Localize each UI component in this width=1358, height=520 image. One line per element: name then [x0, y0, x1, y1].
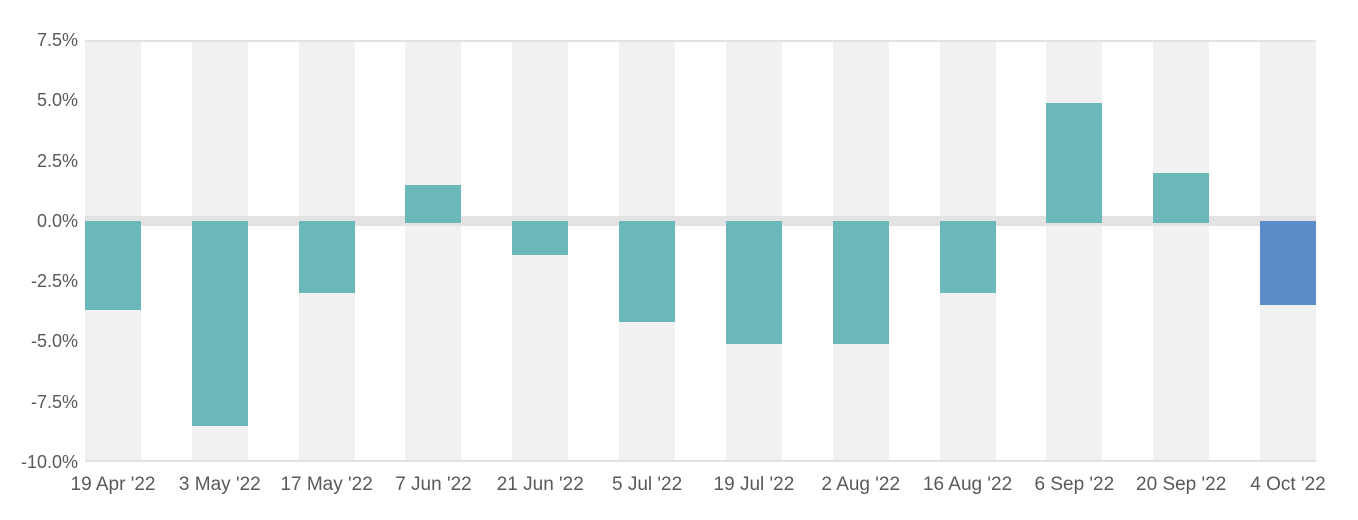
bar-16-aug-22[interactable] [939, 220, 996, 294]
category-stripe [1153, 40, 1210, 462]
bar-19-jul-22[interactable] [725, 220, 782, 344]
x-tick-label: 21 Jun '22 [496, 474, 584, 495]
plot-area [85, 40, 1316, 462]
x-tick-label: 5 Jul '22 [611, 474, 683, 495]
y-tick-label: -7.5% [30, 391, 78, 412]
bar-17-may-22[interactable] [298, 220, 355, 294]
x-tick-label: 16 Aug '22 [922, 474, 1013, 495]
x-tick-label: 7 Jun '22 [395, 474, 472, 495]
x-tick-label: 19 Jul '22 [713, 474, 795, 495]
bar-21-jun-22[interactable] [512, 220, 569, 255]
y-tick-label: -5.0% [30, 331, 78, 352]
bar-4-oct-22[interactable] [1260, 220, 1316, 306]
x-tick-label: 17 May '22 [280, 474, 373, 495]
gridline [85, 40, 1316, 42]
x-tick-label: 19 Apr '22 [70, 474, 156, 495]
bar-7-jun-22[interactable] [405, 184, 462, 223]
gridline [85, 460, 1316, 462]
x-tick-label: 20 Sep '22 [1136, 474, 1227, 495]
bar-20-sep-22[interactable] [1153, 172, 1210, 223]
category-stripe [405, 40, 462, 462]
zero-line [85, 215, 1316, 226]
y-tick-label: -2.5% [30, 271, 78, 292]
y-tick-label: 0.0% [36, 210, 78, 231]
y-tick-label: 7.5% [36, 30, 78, 50]
bar-5-jul-22[interactable] [619, 220, 676, 323]
y-tick-label: -10.0% [20, 452, 78, 472]
y-tick-label: 5.0% [36, 90, 78, 111]
bar-19-apr-22[interactable] [85, 220, 141, 311]
x-tick-label: 6 Sep '22 [1034, 474, 1115, 495]
bar-3-may-22[interactable] [191, 220, 248, 426]
x-tick-label: 4 Oct '22 [1250, 474, 1326, 495]
x-tick-label: 2 Aug '22 [821, 474, 901, 495]
x-tick-label: 3 May '22 [178, 474, 261, 495]
y-tick-label: 2.5% [36, 150, 78, 171]
bar-6-sep-22[interactable] [1046, 102, 1103, 223]
bar-2-aug-22[interactable] [832, 220, 889, 344]
